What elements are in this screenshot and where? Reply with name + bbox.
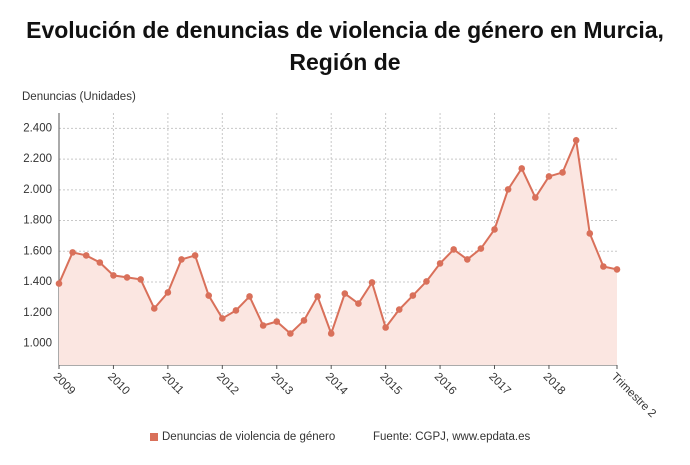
y-axis-label: Denuncias (Unidades) — [22, 91, 136, 103]
y-tick-label: 1.000 — [23, 338, 52, 350]
legend-label: Denuncias de violencia de género — [162, 431, 335, 443]
x-tick-label: 2013 — [268, 371, 295, 398]
point — [477, 245, 485, 252]
point — [300, 317, 308, 324]
point — [518, 165, 526, 172]
area — [59, 140, 617, 365]
point — [368, 279, 376, 286]
point — [504, 186, 512, 193]
point — [232, 307, 240, 314]
point — [382, 324, 389, 331]
point — [436, 260, 444, 267]
point — [341, 290, 349, 297]
x-tick-label: Trimestre 2 — [609, 371, 658, 420]
point — [178, 256, 185, 263]
point — [409, 292, 417, 299]
point — [491, 226, 498, 233]
point — [600, 263, 607, 270]
y-tick-label: 2.000 — [23, 184, 52, 196]
y-tick-label: 1.400 — [23, 276, 52, 288]
point — [586, 230, 594, 237]
line — [58, 136, 618, 337]
chart-title: Evolución de denuncias de violencia de g… — [26, 17, 664, 75]
y-tick-label: 2.400 — [23, 122, 52, 134]
point — [572, 137, 580, 144]
point — [287, 330, 294, 337]
point — [191, 252, 199, 259]
source: Fuente: CGPJ, www.epdata.es — [373, 431, 530, 443]
point — [314, 293, 321, 300]
point — [137, 276, 144, 283]
x-tick-label: 2010 — [105, 371, 132, 398]
x-tick-label: 2014 — [323, 371, 350, 398]
x-tick-label: 2017 — [486, 371, 513, 398]
point — [463, 256, 471, 263]
point — [55, 280, 63, 287]
point — [123, 274, 131, 281]
point — [559, 169, 566, 176]
point — [69, 249, 76, 256]
point — [613, 266, 621, 273]
point — [246, 293, 253, 300]
x-tick-label: 2015 — [377, 371, 404, 398]
x-tick-label: 2016 — [432, 371, 459, 398]
point — [219, 315, 226, 322]
legend-swatch — [150, 433, 158, 441]
point — [273, 318, 281, 325]
y-tick-label: 2.200 — [23, 153, 52, 165]
point — [96, 259, 104, 266]
x-tick-label: 2009 — [51, 371, 78, 398]
point — [150, 305, 158, 312]
point — [545, 173, 553, 180]
point — [205, 292, 213, 299]
point — [423, 278, 430, 285]
y-tick-label: 1.200 — [23, 307, 52, 319]
point — [327, 330, 335, 337]
point — [532, 194, 539, 201]
x-tick-label: 2012 — [214, 371, 241, 398]
x-tick-label: 2018 — [541, 371, 568, 398]
y-tick-label: 1.600 — [23, 245, 52, 257]
point — [110, 272, 117, 279]
x-tick-label: 2011 — [160, 371, 186, 397]
point — [82, 252, 90, 259]
point — [450, 246, 457, 253]
point — [355, 300, 362, 307]
point — [395, 306, 403, 313]
y-tick-label: 1.800 — [23, 215, 52, 227]
point — [259, 322, 267, 329]
point — [164, 289, 172, 296]
